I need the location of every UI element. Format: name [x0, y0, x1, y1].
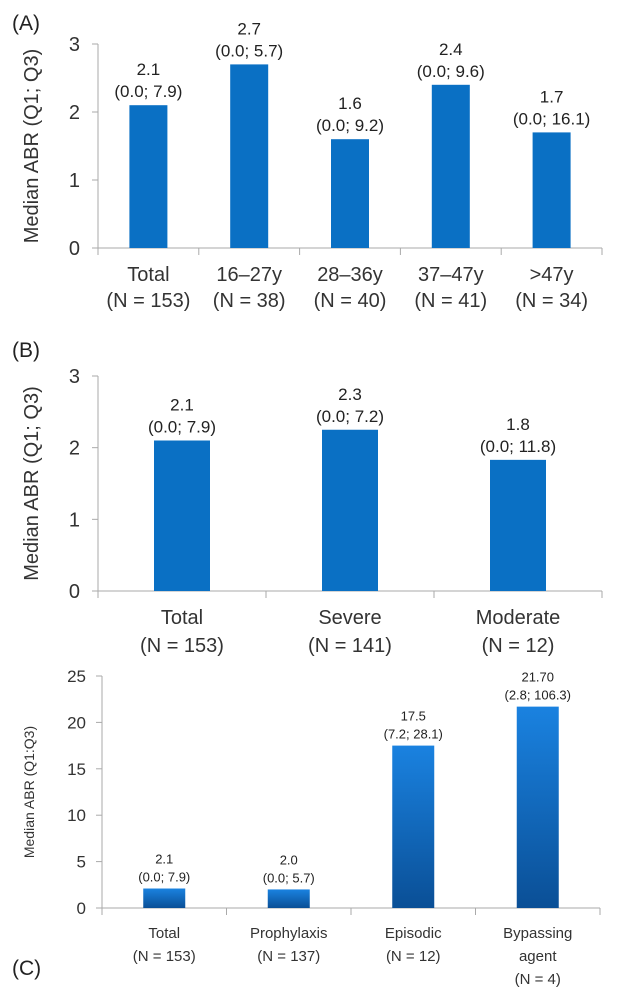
data-label-value: 2.0: [280, 852, 298, 867]
data-label-range: (0.0; 9.6): [417, 62, 485, 81]
bar: [322, 429, 378, 591]
data-label-range: (0.0; 11.8): [480, 437, 556, 456]
bar: [392, 745, 435, 908]
data-label-value: 1.8: [506, 415, 530, 434]
data-label-range: (7.2; 28.1): [384, 727, 443, 742]
data-label-range: (0.0; 16.1): [513, 109, 591, 128]
bar: [490, 459, 546, 591]
x-category-label: Total: [148, 925, 180, 942]
x-category-label: Severe: [318, 607, 381, 629]
x-category-label: Moderate: [476, 607, 561, 629]
bar: [516, 706, 559, 908]
data-label-value: 2.7: [237, 19, 261, 38]
x-category-label: (N = 153): [106, 290, 190, 312]
data-label-value: 17.5: [401, 709, 426, 724]
data-label-value: 21.70: [521, 670, 554, 685]
x-category-label: (N = 34): [515, 290, 588, 312]
panel-label: (C): [12, 957, 41, 980]
x-category-label: (N = 40): [314, 290, 387, 312]
bar: [154, 440, 210, 591]
data-label-range: (0.0; 5.7): [215, 41, 283, 60]
y-tick-label: 5: [77, 853, 86, 872]
chart-panel-c: (C) Median ABR (Q1:Q3) 0 5 10 15 20 25 2.1 (0.0; …: [12, 667, 601, 988]
y-tick-label: 0: [69, 238, 80, 260]
y-tick-label: 2: [69, 102, 80, 124]
bar: [129, 105, 168, 248]
data-label-value: 2.1: [137, 60, 161, 79]
y-tick-label: 3: [69, 366, 80, 388]
x-category-label: Total: [161, 607, 203, 629]
data-label-range: (0.0; 5.7): [263, 870, 315, 885]
y-tick-label: 10: [67, 806, 86, 825]
y-axis-title: Median ABR (Q1; Q3): [21, 386, 43, 581]
data-label-value: 2.3: [338, 385, 362, 404]
x-category-label: (N = 153): [140, 635, 224, 657]
y-axis-title: Median ABR (Q1; Q3): [21, 49, 43, 244]
x-category-label: (N = 141): [308, 635, 392, 657]
data-label-value: 1.6: [338, 94, 362, 113]
y-tick-label: 0: [77, 899, 86, 918]
bar: [267, 889, 310, 908]
data-label-range: (0.0; 9.2): [316, 116, 384, 135]
x-category-label: Prophylaxis: [250, 925, 328, 942]
x-category-label: Episodic: [385, 925, 442, 942]
data-label-range: (0.0; 7.2): [316, 407, 384, 426]
x-category-label: (N = 4): [515, 971, 561, 988]
x-category-label: (N = 38): [213, 290, 286, 312]
x-category-label: 16–27y: [216, 264, 282, 286]
data-label-range: (0.0; 7.9): [148, 418, 216, 437]
x-category-label: (N = 137): [257, 948, 320, 965]
bar: [431, 84, 470, 248]
x-category-label: Total: [127, 264, 169, 286]
data-label-range: (0.0; 7.9): [138, 870, 190, 885]
x-category-label: agent: [519, 948, 557, 965]
y-tick-label: 1: [69, 170, 80, 192]
y-tick-label: 2: [69, 438, 80, 460]
y-tick-label: 15: [67, 760, 86, 779]
y-tick-label: 20: [67, 713, 86, 732]
x-category-label: >47y: [530, 264, 574, 286]
x-category-label: Bypassing: [503, 925, 572, 942]
chart-panel-a: (A) Median ABR (Q1; Q3) 0 1 2 3 2.1 (0.0; 7.9) T…: [12, 12, 603, 312]
data-label-value: 2.4: [439, 40, 463, 59]
x-category-label: 28–36y: [317, 264, 383, 286]
bar: [532, 132, 571, 248]
data-label-value: 1.7: [540, 87, 564, 106]
data-label-value: 2.1: [155, 852, 173, 867]
y-tick-label: 1: [69, 509, 80, 531]
bar: [143, 888, 186, 908]
chart-panel-b: (B) Median ABR (Q1; Q3) 0 1 2 3 2.1 (0.0; 7.9) T…: [12, 339, 603, 657]
data-label-range: (2.8; 106.3): [505, 688, 572, 703]
x-category-label: (N = 41): [414, 290, 487, 312]
panel-label: (A): [12, 12, 40, 35]
y-tick-label: 3: [69, 34, 80, 56]
x-category-label: (N = 153): [133, 948, 196, 965]
x-category-label: 37–47y: [418, 264, 484, 286]
data-label-value: 2.1: [170, 396, 194, 415]
x-category-label: (N = 12): [386, 948, 441, 965]
y-tick-label: 0: [69, 581, 80, 603]
data-label-range: (0.0; 7.9): [114, 82, 182, 101]
bar: [331, 139, 369, 248]
y-tick-label: 25: [67, 667, 86, 686]
bar: [230, 64, 269, 249]
y-axis-title: Median ABR (Q1:Q3): [21, 726, 37, 858]
panel-label: (B): [12, 339, 40, 362]
x-category-label: (N = 12): [482, 635, 555, 657]
